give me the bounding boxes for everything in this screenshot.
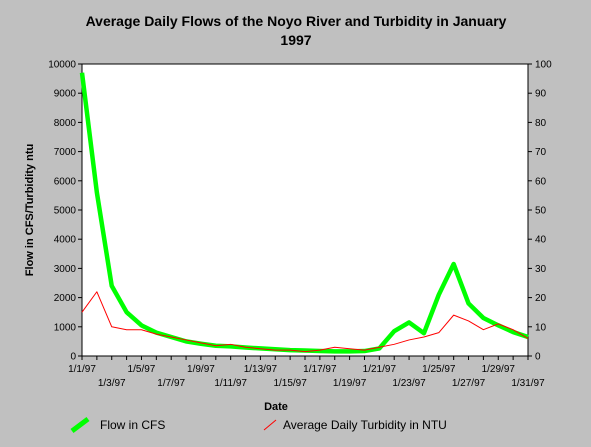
x-tick-label: 1/17/97 [303,364,337,375]
left-tick-label: 6000 [54,176,77,187]
chart-title-line-1: Average Daily Flows of the Noyo River an… [86,13,507,29]
right-tick-label: 60 [535,176,547,187]
right-tick-label: 40 [535,235,547,246]
left-tick-label: 8000 [54,118,77,129]
legend-swatch-turbidity [263,419,277,431]
x-tick-label: 1/3/97 [98,378,126,389]
series-line-flow [79,72,529,354]
right-tick-label: 50 [535,206,547,217]
right-tick-label: 80 [535,118,547,129]
left-tick-label: 1000 [54,322,77,333]
right-tick-label: 10 [535,322,547,333]
left-tick-label: 10000 [48,60,76,71]
x-tick-label: 1/25/97 [422,364,456,375]
x-tick-label: 1/29/97 [482,364,516,375]
plot-area [81,63,529,357]
right-tick-label: 90 [535,89,547,100]
x-tick-label: 1/13/97 [244,364,278,375]
series-group [79,72,529,354]
right-tick-label: 70 [535,147,547,158]
left-tick-label: 3000 [54,264,77,275]
right-tick-label: 100 [535,60,552,71]
legend-label-turbidity: Average Daily Turbidity in NTU [283,418,447,432]
x-tick-label: 1/27/97 [452,378,486,389]
right-tick-label: 30 [535,264,547,275]
legend-label-flow: Flow in CFS [100,418,165,432]
left-tick-label: 0 [70,352,76,363]
x-tick-label: 1/7/97 [157,378,185,389]
right-tick-label: 20 [535,293,547,304]
left-tick-label: 9000 [54,89,77,100]
right-tick-label: 0 [535,352,541,363]
x-tick-label: 1/11/97 [214,378,247,389]
y-axis-label: Flow in CFS/Turbidity ntu [24,144,36,276]
x-axis-label: Date [264,401,288,413]
series-line-turbidity [81,291,529,353]
legend: Flow in CFS Average Daily Turbidity in N… [70,417,447,433]
left-tick-label: 4000 [54,235,77,246]
x-axis-ticks: 1/1/971/3/971/5/971/7/971/9/97 1/11/97 1/1… [68,356,545,389]
x-tick-label: 1/1/97 [68,364,96,375]
legend-swatch-flow [70,417,90,433]
right-axis-ticks: 0 10 20 30 40 50 60 70 80 90 100 [528,60,552,363]
left-tick-label: 2000 [54,293,77,304]
left-axis-ticks: 0 1000 2000 3000 4000 5000 6000 7000 8000 9000 100… [48,60,82,363]
x-tick-label: 1/15/97 [273,378,307,389]
x-tick-label: 1/9/97 [187,364,215,375]
x-tick-label: 1/31/97 [511,378,545,389]
x-tick-label: 1/23/97 [392,378,426,389]
left-tick-label: 7000 [54,147,77,158]
left-tick-label: 5000 [54,206,77,217]
x-tick-label: 1/5/97 [128,364,156,375]
x-tick-label: 1/19/97 [333,378,367,389]
x-tick-label: 1/21/97 [363,364,397,375]
chart-title-line-2: 1997 [280,32,311,48]
